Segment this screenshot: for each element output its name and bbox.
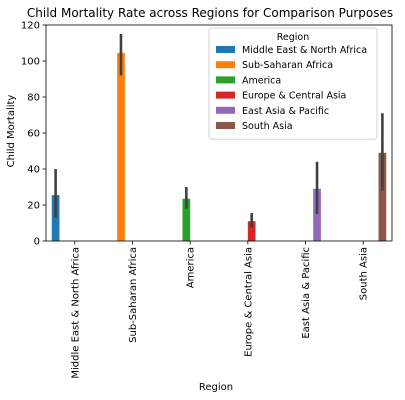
x-tick-label: South Asia (359, 247, 370, 300)
bar-1 (117, 52, 125, 242)
y-tick-label: 20 (27, 201, 40, 212)
chart-title: Child Mortality Rate across Regions for … (27, 6, 393, 20)
legend-entry: Middle East & North Africa (242, 45, 367, 56)
legend-title: Region (277, 32, 310, 43)
bar-4 (313, 188, 321, 241)
y-tick-label: 120 (21, 21, 40, 32)
x-tick-label: East Asia & Pacific (301, 247, 312, 339)
y-tick-label: 80 (27, 93, 40, 104)
y-tick-label: 100 (21, 57, 40, 68)
x-tick-label: Sub-Saharan Africa (128, 247, 139, 343)
bar-0 (51, 195, 60, 241)
legend: Region Middle East & North Africa Sub-Saha… (208, 27, 378, 140)
legend-swatch (216, 106, 235, 114)
x-tick-label: America (186, 247, 197, 288)
y-tick-label: 60 (27, 129, 40, 140)
legend-swatch (216, 91, 235, 99)
legend-entry: South Asia (242, 121, 293, 132)
plot-area: 0 20 40 60 80 100 120 Middle East & North Afric… (21, 21, 393, 379)
bar-5 (378, 152, 387, 241)
legend-swatch (216, 46, 235, 53)
x-tick-label: Middle East & North Africa (70, 247, 81, 379)
y-axis-label: Child Mortality (6, 95, 17, 168)
legend-entry: East Asia & Pacific (242, 106, 329, 117)
legend-swatch (216, 61, 235, 69)
y-tick-label: 40 (27, 165, 40, 176)
y-tick-label: 0 (34, 237, 40, 248)
x-axis-label: Region (199, 382, 233, 393)
legend-entry: Europe & Central Asia (242, 91, 346, 102)
legend-entry: Sub-Saharan Africa (242, 60, 333, 71)
legend-box (208, 27, 378, 140)
bar-3 (247, 221, 256, 241)
legend-swatch (216, 122, 235, 129)
legend-swatch (216, 76, 235, 84)
legend-entry: America (242, 75, 281, 86)
bar-2 (182, 198, 191, 241)
x-tick-label: Europe & Central Asia (243, 247, 254, 357)
